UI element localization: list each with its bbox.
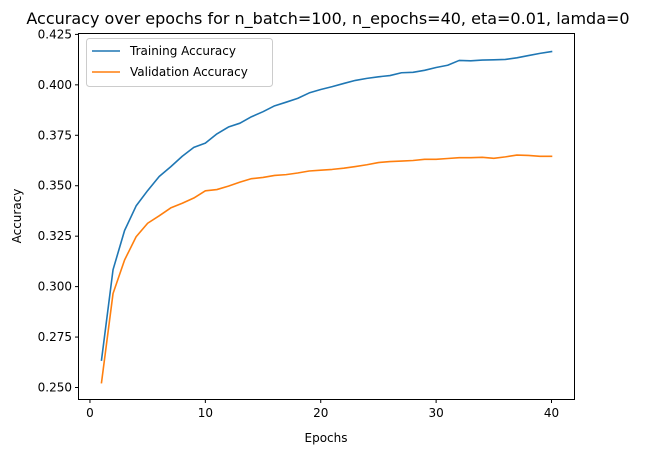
x-tick-label: 30	[428, 406, 443, 420]
x-axis-ticks: 0 10 20 30 40	[86, 399, 559, 420]
y-tick-label: 0.400	[38, 78, 72, 92]
y-tick-label: 0.425	[38, 27, 72, 41]
y-tick-label: 0.300	[38, 280, 72, 294]
series-line-validation-accuracy	[100, 154, 553, 384]
legend-label-training-accuracy: Training Accuracy	[129, 44, 236, 58]
plot-lines	[100, 50, 553, 384]
y-axis-label: Accuracy	[10, 189, 24, 244]
chart-title: Accuracy over epochs for n_batch=100, n_…	[26, 9, 629, 29]
legend: Training Accuracy Validation Accuracy	[86, 38, 273, 87]
y-axis-ticks: 0.250 0.275 0.300 0.325 0.350 0.375 0.400 0.425	[38, 27, 79, 394]
y-tick-label: 0.325	[38, 229, 72, 243]
x-tick-label: 10	[198, 406, 213, 420]
x-axis-label: Epochs	[305, 431, 348, 445]
legend-label-validation-accuracy: Validation Accuracy	[130, 65, 248, 79]
y-tick-label: 0.350	[38, 179, 72, 193]
x-tick-label: 20	[313, 406, 328, 420]
y-tick-label: 0.250	[38, 380, 72, 394]
plot-frame	[78, 33, 575, 400]
y-tick-label: 0.375	[38, 128, 72, 142]
x-tick-label: 40	[544, 406, 559, 420]
legend-box	[86, 38, 273, 87]
series-line-training-accuracy	[100, 50, 553, 361]
y-tick-label: 0.275	[38, 330, 72, 344]
x-tick-label: 0	[86, 406, 94, 420]
